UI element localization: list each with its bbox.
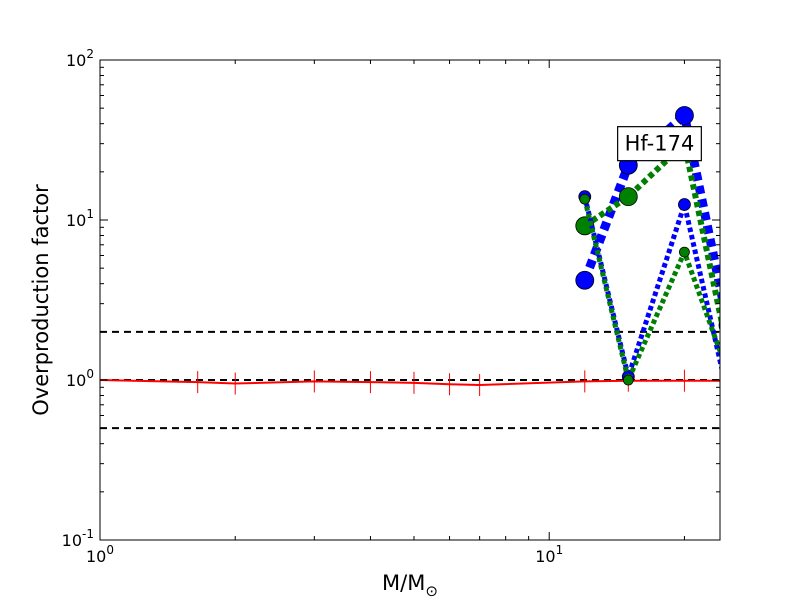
series-line bbox=[100, 379, 720, 387]
y-tick-label: 101 bbox=[66, 207, 94, 230]
data-point bbox=[718, 320, 720, 331]
y-axis-label: Overproduction factor bbox=[29, 184, 53, 416]
plot-frame bbox=[99, 59, 721, 541]
annotation-box bbox=[617, 126, 702, 162]
annotation-label: Hf-174 bbox=[625, 132, 695, 156]
data-point bbox=[618, 187, 638, 207]
annotation: Hf-174 bbox=[617, 126, 702, 162]
x-tick-label: 100 bbox=[86, 543, 114, 566]
data-point bbox=[575, 270, 595, 290]
data-point bbox=[723, 368, 733, 378]
data-point bbox=[679, 246, 690, 258]
series-line bbox=[583, 140, 720, 329]
data-point bbox=[675, 106, 694, 125]
data-point bbox=[678, 198, 691, 211]
plot-background bbox=[100, 60, 720, 540]
series-line bbox=[580, 110, 720, 310]
y-tick-label: 102 bbox=[66, 47, 94, 70]
data-point bbox=[718, 346, 720, 357]
x-axis-label: M/M⊙ bbox=[382, 571, 438, 600]
x-tick-label: 101 bbox=[535, 543, 563, 566]
y-tick-label: 100 bbox=[66, 367, 94, 390]
data-point bbox=[579, 193, 591, 205]
y-tick-label: 10-1 bbox=[62, 527, 94, 550]
series-layer bbox=[100, 106, 734, 402]
data-point bbox=[722, 390, 734, 402]
series-line bbox=[582, 198, 720, 383]
data-point bbox=[622, 374, 634, 386]
